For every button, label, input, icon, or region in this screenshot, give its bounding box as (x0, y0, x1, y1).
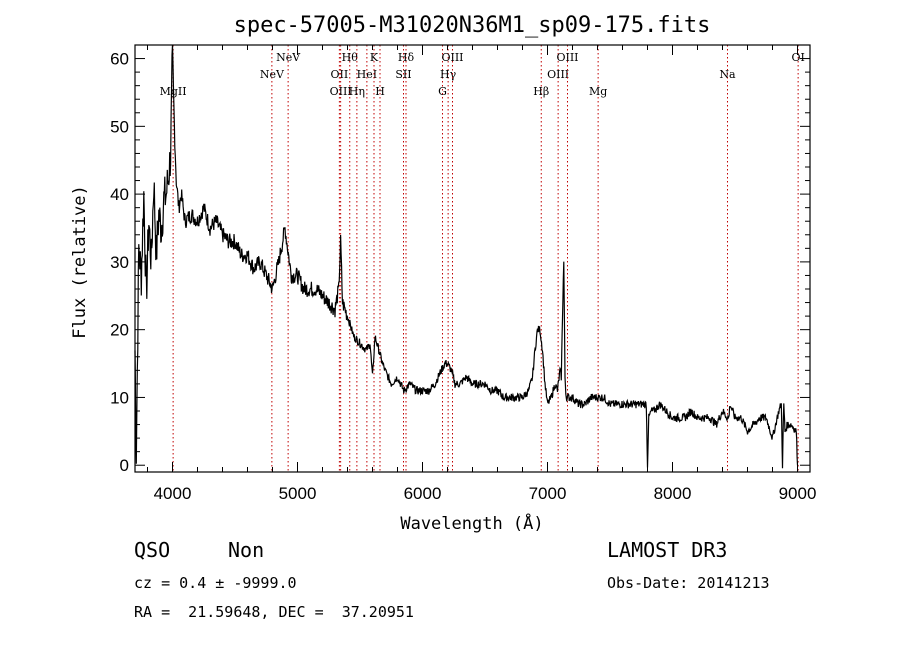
emission-line-label: OIII (556, 51, 578, 64)
y-axis-label: Flux (relative) (70, 185, 90, 339)
y-tick-label: 60 (110, 50, 129, 69)
emission-line-label: OIII (441, 51, 463, 64)
emission-line-label: Hβ (533, 85, 549, 98)
emission-line-label: Hη (349, 85, 365, 98)
emission-line-label: HeI (357, 68, 377, 81)
emission-line-label: Hδ (398, 51, 415, 64)
object-subclass: Non (228, 538, 265, 562)
emission-line-label: NeV (276, 51, 301, 64)
x-tick-label: 9000 (779, 484, 817, 503)
emission-line-label: OIII (330, 85, 352, 98)
emission-line-label: Mg (589, 85, 607, 98)
x-tick-label: 5000 (279, 484, 317, 503)
emission-line-label: NeV (260, 68, 285, 81)
emission-line-label: Hγ (440, 68, 457, 81)
coordinates: RA = 21.59648, DEC = 37.20951 (134, 603, 414, 621)
emission-line-label: SII (395, 68, 411, 81)
y-tick-label: 30 (110, 253, 129, 272)
redshift-cz: cz = 0.4 ± -9999.0 (134, 574, 297, 592)
x-tick-label: 6000 (404, 484, 442, 503)
y-tick-label: 50 (110, 117, 129, 136)
x-tick-label: 4000 (154, 484, 192, 503)
spectrum-series-line (134, 44, 799, 469)
emission-line-label: OII (331, 68, 349, 81)
x-tick-label: 8000 (654, 484, 692, 503)
emission-line-label: OI (791, 51, 804, 64)
x-axis-label: Wavelength (Å) (400, 512, 543, 534)
observation-date: Obs-Date: 20141213 (607, 574, 770, 592)
emission-line-label: Hθ (342, 51, 359, 64)
y-tick-label: 40 (110, 185, 129, 204)
emission-line-label: H (375, 85, 385, 98)
survey-name: LAMOST DR3 (607, 538, 728, 562)
x-tick-label: 7000 (529, 484, 567, 503)
chart-title: spec-57005-M31020N36M1_sp09-175.fits (234, 13, 711, 38)
emission-line-label: G (438, 85, 447, 98)
axis-ticks: 4000 5000 6000 7000 8000 9000 0 10 20 30 40 50 60 (110, 45, 816, 503)
y-tick-label: 10 (110, 388, 129, 407)
emission-line-label: OIII (547, 68, 569, 81)
y-tick-label: 20 (110, 321, 129, 340)
y-tick-label: 0 (120, 456, 129, 475)
emission-line-label: Na (719, 68, 736, 81)
object-class: QSO (134, 538, 171, 562)
spectrum-chart: spec-57005-M31020N36M1_sp09-175.fits MgI… (70, 13, 816, 534)
emission-line-markers: MgIINeVNeVOIIOIIIHθHηHeIKHHδSIIGHγOIIIHβ… (160, 45, 805, 472)
plot-frame (134, 44, 811, 473)
emission-line-label: K (370, 51, 379, 64)
